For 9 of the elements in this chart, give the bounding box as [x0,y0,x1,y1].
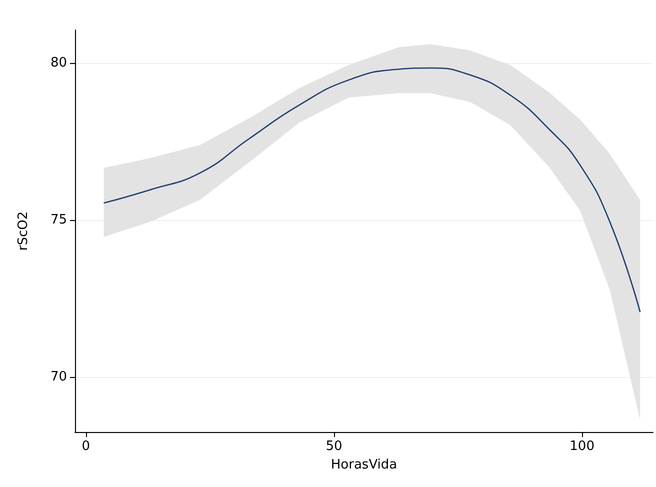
x-axis-title: HorasVida [330,457,398,472]
x-tick-label: 0 [82,439,90,454]
x-tick-label: 50 [326,439,342,454]
y-axis-title: rScO2 [16,211,31,251]
y-tick-label: 80 [50,55,67,70]
y-tick-label: 75 [50,212,67,228]
line-series [103,67,641,313]
x-tick-label: 100 [570,439,594,454]
y-tick-label: 70 [50,370,67,385]
